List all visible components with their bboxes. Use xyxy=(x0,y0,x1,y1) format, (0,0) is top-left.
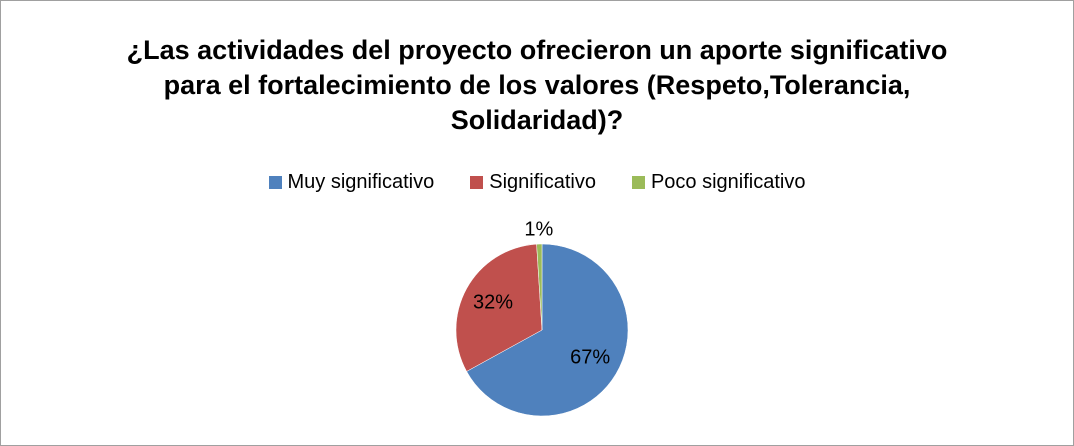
legend-swatch xyxy=(470,176,484,189)
chart-title: ¿Las actividades del proyecto ofrecieron… xyxy=(126,35,948,135)
legend-label: Significativo xyxy=(489,171,596,193)
legend-label: Muy significativo xyxy=(287,171,435,193)
data-label: 1% xyxy=(524,218,553,240)
legend-item: Poco significativo xyxy=(631,171,806,194)
data-label: 67% xyxy=(570,347,610,369)
legend: Muy significativo Significativo Poco signi… xyxy=(1,171,1073,194)
pie-slice xyxy=(536,243,543,331)
legend-swatch xyxy=(268,176,282,189)
legend-item: Significativo xyxy=(470,171,596,194)
legend-swatch xyxy=(631,176,645,189)
legend-label: Poco significativo xyxy=(650,171,806,193)
pie-slice xyxy=(466,243,629,417)
data-label: 32% xyxy=(473,291,513,313)
pie-slice xyxy=(455,243,543,372)
legend-item: Muy significativo xyxy=(268,171,435,194)
